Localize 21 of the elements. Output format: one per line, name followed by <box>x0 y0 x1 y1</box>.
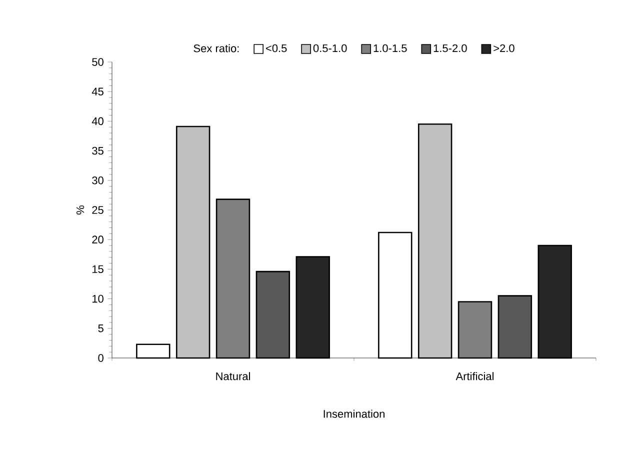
legend-label: 1.5-2.0 <box>434 44 467 52</box>
y-tick-label: 0 <box>98 354 104 362</box>
y-tick-label: 15 <box>92 265 104 274</box>
x-tick-label: Artificial <box>456 372 494 380</box>
y-tick-label: 50 <box>92 58 104 66</box>
y-tick-label: 40 <box>92 117 104 126</box>
y-tick-label: 5 <box>98 324 104 332</box>
y-tick-label: 30 <box>92 176 104 184</box>
y-tick-label: 45 <box>92 88 104 96</box>
y-tick-label: 25 <box>92 206 104 214</box>
x-axis-title: Insemination <box>324 410 384 418</box>
legend-title: Sex ratio: <box>194 44 239 52</box>
y-axis-title: % <box>76 205 84 214</box>
y-tick-label: 20 <box>92 236 104 244</box>
x-tick-label: Natural <box>216 372 250 380</box>
legend-label: >2.0 <box>494 44 514 52</box>
y-tick-label: 35 <box>92 146 104 155</box>
legend-label: 1.0-1.5 <box>374 44 407 52</box>
y-tick-label: 10 <box>92 294 104 303</box>
legend-label: 0.5-1.0 <box>313 44 347 52</box>
legend-label: <0.5 <box>266 44 287 52</box>
